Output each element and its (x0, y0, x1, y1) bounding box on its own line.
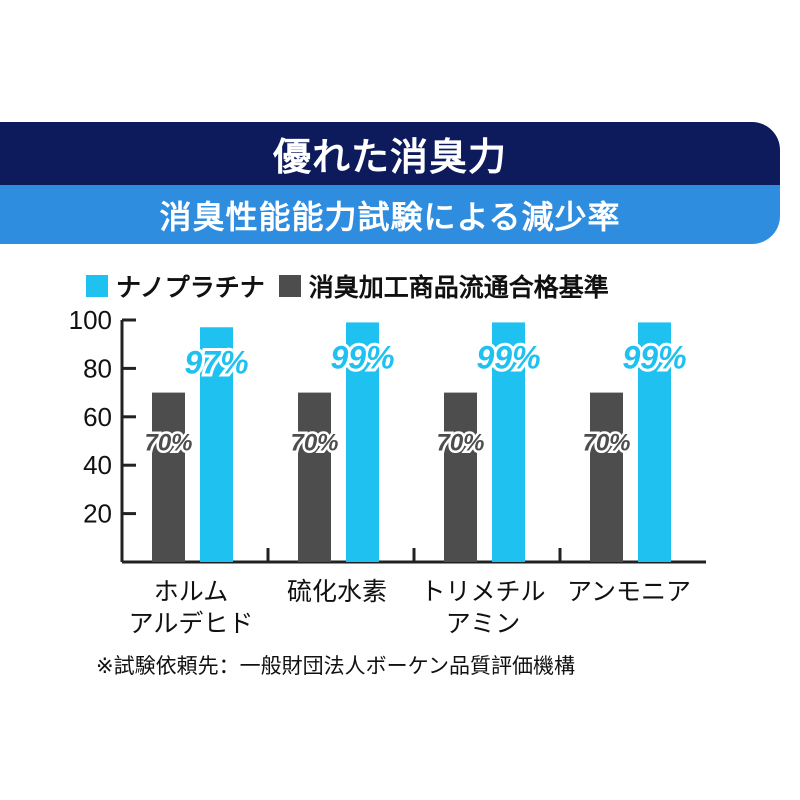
bar-standard-3 (590, 392, 623, 562)
footnote: ※試験依頼先：一般財団法人ボーケン品質評価機構 (96, 654, 575, 678)
bar-nanoplatinum-2 (492, 322, 525, 562)
bar-nanoplatinum-1 (346, 322, 379, 562)
category-label-2-0: トリメチル (420, 577, 545, 606)
bar-standard-0 (152, 392, 185, 562)
category-label-1-0: 硫化水素 (287, 577, 387, 606)
legend-swatch-standard (278, 275, 301, 297)
category-label-0-1: アルデヒド (129, 609, 254, 638)
y-tick-label-100: 100 (69, 305, 112, 335)
y-tick-label-80: 80 (83, 353, 112, 383)
data-label-nanoplatinum-3: 99% (622, 339, 686, 375)
bar-standard-2 (444, 392, 477, 562)
header-banner: 優れた消臭力 消臭性能能力試験による減少率 (0, 122, 780, 244)
legend-label-nanoplatinum: ナノプラチナ (116, 273, 265, 302)
legend-swatch-nanoplatinum (86, 275, 108, 297)
legend-item-standard: 消臭加工商品流通合格基準 (278, 268, 609, 304)
category-label-2-1: アミン (446, 609, 521, 638)
data-label-standard-0: 70% (144, 430, 192, 457)
data-label-nanoplatinum-0: 97% (184, 344, 248, 380)
data-label-standard-2: 70% (436, 430, 484, 457)
y-tick-label-20: 20 (83, 499, 112, 529)
bar-nanoplatinum-0 (200, 327, 233, 562)
legend-label-standard: 消臭加工商品流通合格基準 (308, 273, 609, 302)
chart-title: 優れた消臭力 (272, 135, 507, 179)
bar-nanoplatinum-3 (638, 322, 671, 562)
legend: ナノプラチナ 消臭加工商品流通合格基準 (86, 268, 623, 304)
bar-standard-1 (298, 392, 331, 562)
legend-item-nanoplatinum: ナノプラチナ (86, 268, 265, 304)
data-label-standard-3: 70% (582, 430, 630, 457)
y-tick-label-60: 60 (83, 402, 112, 432)
data-label-standard-1: 70% (290, 430, 338, 457)
data-label-nanoplatinum-2: 99% (476, 339, 540, 375)
y-tick-label-40: 40 (83, 450, 112, 480)
chart-subtitle: 消臭性能能力試験による減少率 (159, 197, 621, 236)
category-label-3-0: アンモニア (567, 577, 691, 606)
header-top-band (0, 122, 780, 185)
category-label-0-0: ホルム (154, 577, 229, 606)
data-label-nanoplatinum-1: 99% (330, 339, 394, 375)
header-bottom-band (0, 185, 780, 244)
